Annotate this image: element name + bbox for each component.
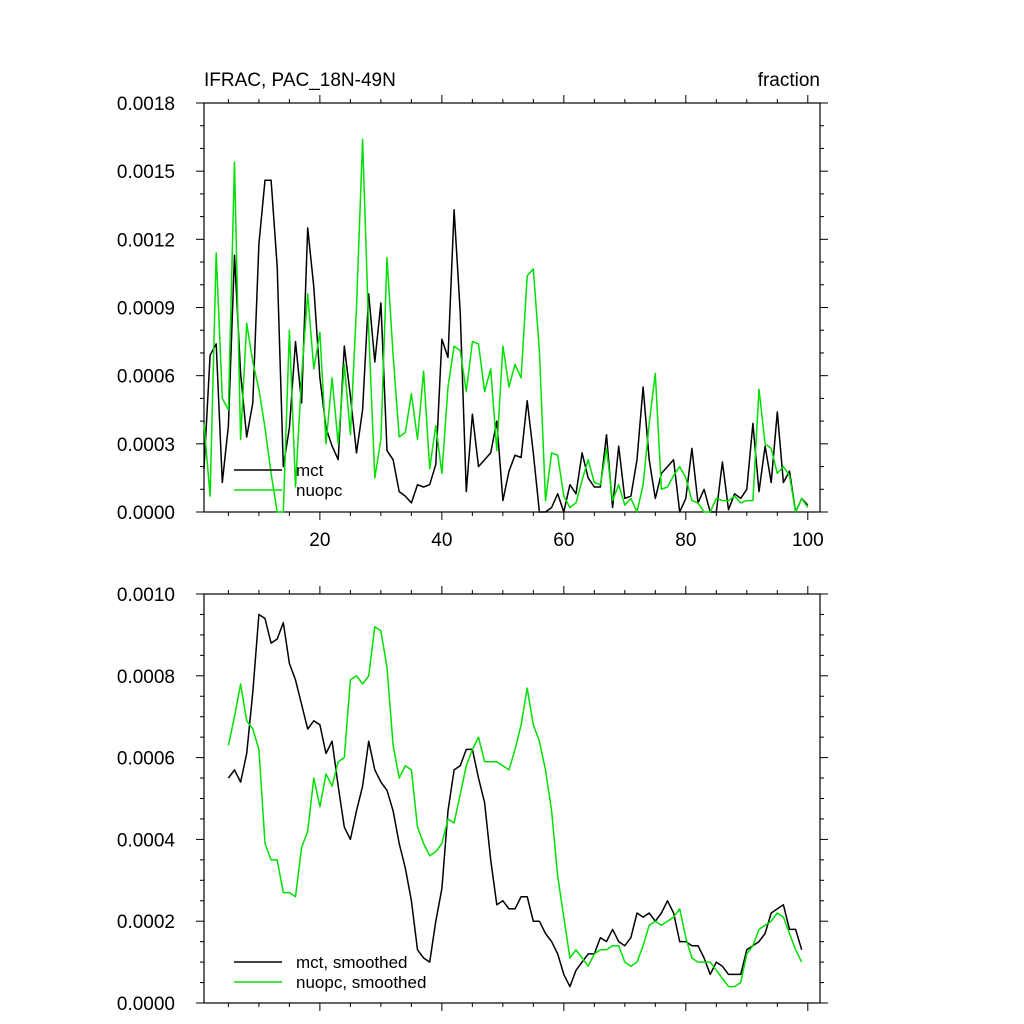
y-tick-label: 0.0010 (117, 585, 175, 606)
legend-label-nuopc: nuopc (296, 481, 343, 500)
y-tick-label: 0.0009 (117, 299, 175, 320)
series-layer (227, 613, 803, 988)
y-tick-label: 0.0012 (117, 230, 175, 251)
series-line-nuopc-smoothed (227, 625, 803, 988)
x-tick-label: 100 (792, 530, 824, 551)
series-line-nuopc (203, 138, 809, 513)
y-tick-label: 0.0008 (117, 667, 175, 688)
units-label: fraction (758, 70, 820, 91)
y-tick-label: 0.0002 (117, 912, 175, 933)
y-tick-label: 0.0004 (117, 830, 176, 851)
legend: mct, smoothed nuopc, smoothed (234, 953, 426, 992)
x-tick-label: 40 (431, 530, 452, 551)
legend-label-mct-smoothed: mct, smoothed (296, 953, 408, 972)
y-tick-label: 0.0000 (117, 994, 175, 1015)
series-line-mct-smoothed (227, 613, 803, 988)
legend-label-mct: mct (296, 461, 324, 480)
axis-layer: 20 40 60 80 100 0.0000 0.0003 0.0006 0.0009 0.001… (117, 94, 828, 551)
plot-frame (203, 102, 821, 513)
x-tick-label: 80 (675, 530, 696, 551)
legend-label-nuopc-smoothed: nuopc, smoothed (296, 973, 426, 992)
bottom-panel: 0.0000 0.0002 0.0004 0.0006 0.0008 0.0010 mct… (117, 585, 828, 1015)
y-tick-label: 0.0015 (117, 162, 175, 183)
x-tick-label: 60 (553, 530, 574, 551)
plot-frame (203, 593, 821, 1004)
y-tick-label: 0.0006 (117, 749, 175, 770)
chart-title: IFRAC, PAC_18N-49N (204, 70, 396, 91)
y-tick-label: 0.0000 (117, 503, 175, 524)
top-panel: IFRAC, PAC_18N-49N fraction 20 40 60 80 100 0… (117, 70, 828, 551)
y-tick-label: 0.0003 (117, 435, 175, 456)
axis-layer: 0.0000 0.0002 0.0004 0.0006 0.0008 0.0010 (117, 585, 828, 1015)
y-tick-label: 0.0018 (117, 94, 175, 115)
legend: mct nuopc (234, 461, 343, 500)
x-tick-label: 20 (309, 530, 330, 551)
series-layer (203, 138, 809, 513)
y-tick-label: 0.0006 (117, 367, 175, 388)
series-line-mct (203, 179, 809, 513)
